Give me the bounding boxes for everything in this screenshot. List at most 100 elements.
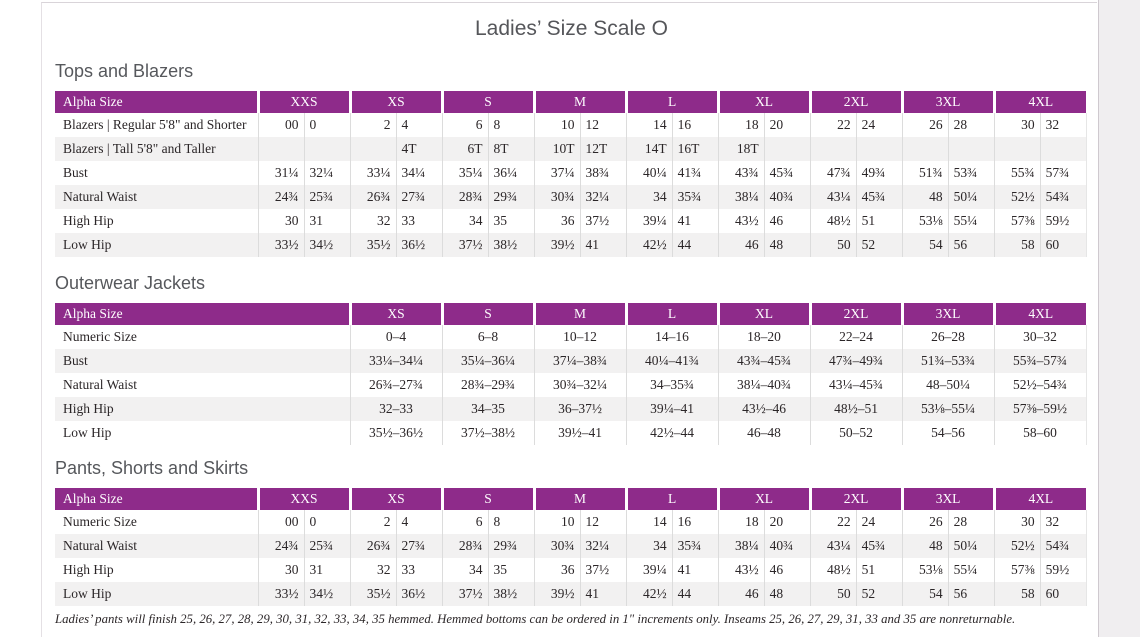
value-cell: 58 [993,233,1041,257]
value-cell: 53⅛ [901,209,949,233]
value-cell: 38¾ [579,161,627,185]
value-cell: 57¾ [1039,161,1087,185]
value-cell: 31 [303,558,351,582]
value-cell: 46 [763,209,811,233]
size-header-xs: XS [348,91,443,113]
value-cell: 36–37½ [533,397,626,421]
value-cell: 16 [671,510,719,534]
value-cell: 25¾ [303,185,351,209]
size-table-section-0: Tops and Blazers Alpha Size XXS XS S M L XL 2XL 3… [55,59,1088,257]
header-row: Alpha Size XXS XS S M L XL 2XL 3XL 4XL [55,91,1087,113]
value-cell: 6 [441,113,489,137]
value-cell: 14 [625,510,673,534]
size-header-l: L [624,488,719,510]
size-table-body: Numeric Size 0–4 6–8 10–12 14–16 18–20 22–24 26… [55,325,1087,445]
size-table-section-2: Pants, Shorts and Skirts Alpha Size XXS XS S… [55,456,1088,606]
value-cell: 32¼ [303,161,351,185]
value-cell [1039,137,1087,161]
value-cell: 45¾ [763,161,811,185]
value-cell: 26¾ [349,534,397,558]
value-cell: 20 [763,510,811,534]
row-label: Blazers | Regular 5'8" and Shorter [63,117,247,132]
table-row: Numeric Size 0–4 6–8 10–12 14–16 18–20 22–24 26… [55,325,1087,349]
value-cell: 46–48 [717,421,810,445]
value-cell: 29¾ [487,534,535,558]
value-cell: 53⅛ [901,558,949,582]
value-cell: 25¾ [303,534,351,558]
value-cell: 30 [993,510,1041,534]
value-cell: 34½ [303,233,351,257]
size-header-2xl: 2XL [808,303,902,325]
value-cell: 24 [855,113,903,137]
value-cell: 12T [579,137,627,161]
value-cell: 43¾ [717,161,765,185]
row-label: Natural Waist [63,189,138,204]
value-cell: 24¾ [257,185,304,209]
value-cell: 10–12 [533,325,626,349]
value-cell: 35½ [349,233,397,257]
value-cell: 18T [717,137,765,161]
value-cell: 59½ [1039,558,1087,582]
value-cell: 48 [901,534,949,558]
value-cell: 36½ [395,582,443,606]
value-cell: 2 [349,510,397,534]
value-cell: 33 [395,209,443,233]
size-header-xl: XL [716,91,811,113]
value-cell: 34 [625,185,673,209]
table-row: Numeric Size 00 0 2 4 6 8 10 12 14 16 18 20 22 24 26 28 3… [55,510,1087,534]
value-cell: 38¼ [717,185,765,209]
value-cell: 18 [717,510,765,534]
size-header-3xl: 3XL [900,488,995,510]
value-cell: 41 [579,582,627,606]
value-cell: 50 [809,233,857,257]
value-cell: 4 [395,510,443,534]
value-cell [303,137,351,161]
value-cell [763,137,811,161]
size-table-head: Alpha Size XXS XS S M L XL 2XL 3XL 4XL [55,91,1087,113]
alpha-size-header: Alpha Size [55,303,350,325]
value-cell: 44 [671,582,719,606]
value-cell: 48 [763,233,811,257]
value-cell: 53¾ [947,161,995,185]
value-cell: 42½–44 [625,421,718,445]
size-header-xxs: XXS [256,91,351,113]
row-label: Numeric Size [63,514,137,529]
value-cell: 26–28 [901,325,994,349]
table-row: Natural Waist 26¾–27¾ 28¾–29¾ 30¾–32¼ 34–35¾… [55,373,1087,397]
value-cell: 57⅜ [993,209,1041,233]
table-sections: Tops and Blazers Alpha Size XXS XS S M L XL 2XL 3… [55,59,1088,606]
value-cell: 52½ [993,534,1041,558]
value-cell: 34 [625,534,673,558]
page-title: Ladies’ Size Scale O [475,17,668,40]
size-header-2xl: 2XL [808,488,903,510]
table-row: Natural Waist 24¾ 25¾ 26¾ 27¾ 28¾ 29¾ 30¾ 32¼ 34 3… [55,185,1087,209]
value-cell: 26¾ [349,185,397,209]
value-cell: 22–24 [809,325,902,349]
value-cell: 28¾–29¾ [441,373,534,397]
value-cell: 4T [395,137,443,161]
value-cell: 53⅛–55¼ [901,397,994,421]
size-header-m: M [532,488,627,510]
value-cell: 29¾ [487,185,535,209]
document-page: Ladies’ Size Scale O Tops and Blazers Alp… [41,2,1097,637]
value-cell: 30 [257,558,304,582]
value-cell: 37½ [441,233,489,257]
value-cell: 12 [579,510,627,534]
value-cell: 30 [993,113,1041,137]
value-cell: 57⅜–59½ [993,397,1087,421]
value-cell: 56 [947,233,995,257]
value-cell: 48½ [809,209,857,233]
value-cell: 37¼ [533,161,581,185]
table-row: Low Hip 33½ 34½ 35½ 36½ 37½ 38½ 39½ 41 42½ 44 46 48 5… [55,582,1087,606]
value-cell: 37¼–38¾ [533,349,626,373]
value-cell: 00 [257,510,304,534]
value-cell: 26 [901,510,949,534]
value-cell: 31¼ [257,161,304,185]
value-cell: 41 [579,233,627,257]
value-cell [947,137,995,161]
value-cell: 50–52 [809,421,902,445]
value-cell: 36¼ [487,161,535,185]
value-cell: 58–60 [993,421,1087,445]
value-cell: 38½ [487,582,535,606]
value-cell: 50¼ [947,534,995,558]
